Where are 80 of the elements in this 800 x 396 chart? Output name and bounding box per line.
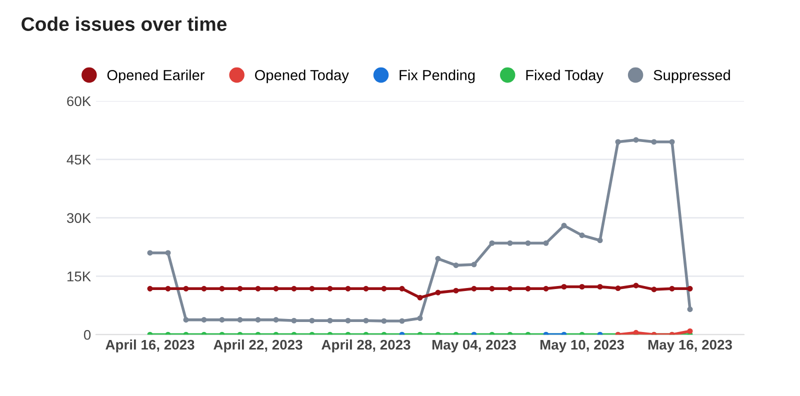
- point: [345, 286, 351, 292]
- y-tick-label: 0: [84, 330, 91, 340]
- point: [651, 139, 657, 145]
- point: [597, 238, 603, 244]
- point: [669, 139, 675, 145]
- point: [669, 286, 675, 292]
- point: [453, 262, 459, 268]
- point: [615, 139, 621, 145]
- point: [615, 286, 621, 292]
- point: [471, 262, 477, 268]
- point: [399, 286, 405, 292]
- point: [147, 250, 153, 256]
- point: [291, 318, 297, 324]
- x-tick-label: May 04, 2023: [432, 340, 516, 352]
- point: [687, 286, 693, 292]
- point: [417, 294, 423, 300]
- point: [363, 286, 369, 292]
- legend-label: Opened Eariler: [107, 70, 205, 84]
- point: [147, 286, 153, 292]
- point: [219, 317, 225, 323]
- x-tick-label: April 28, 2023: [322, 339, 410, 352]
- y-tick-label: 45K: [66, 154, 91, 165]
- point: [345, 318, 351, 324]
- y-tick-label: 30K: [66, 213, 91, 223]
- point: [687, 306, 693, 312]
- point: [687, 328, 693, 334]
- point: [417, 315, 423, 322]
- chart-title: Code issues over time: [22, 16, 227, 31]
- point: [219, 286, 225, 292]
- point: [183, 286, 189, 292]
- legend-label: Opened Today: [255, 70, 349, 84]
- point: [273, 317, 279, 323]
- point: [633, 282, 639, 288]
- point: [543, 286, 549, 292]
- y-tick-label: 15K: [67, 272, 91, 282]
- point: [381, 286, 387, 292]
- point: [327, 286, 333, 292]
- y-tick-label: 60K: [67, 96, 91, 106]
- x-tick-label: April 16, 2023: [106, 339, 194, 352]
- point: [471, 286, 477, 292]
- point: [561, 284, 567, 290]
- point: [237, 286, 243, 292]
- legend-label: Fix Pending: [400, 70, 475, 84]
- point: [525, 286, 531, 292]
- point: [507, 240, 513, 246]
- point: [237, 317, 243, 323]
- point: [489, 240, 495, 246]
- point: [291, 286, 297, 292]
- point: [597, 284, 603, 290]
- point: [399, 318, 405, 324]
- point: [651, 286, 657, 292]
- point: [453, 288, 459, 294]
- point: [255, 286, 261, 292]
- point: [363, 318, 369, 324]
- point: [633, 137, 639, 143]
- point: [525, 240, 531, 246]
- point: [165, 286, 171, 292]
- point: [273, 286, 279, 292]
- legend-label: Fixed Today: [526, 70, 604, 84]
- point: [201, 317, 207, 323]
- point: [309, 318, 315, 324]
- point: [435, 290, 441, 296]
- point: [201, 286, 207, 292]
- point: [561, 222, 567, 228]
- point: [489, 286, 495, 292]
- point: [579, 284, 585, 290]
- point: [381, 318, 387, 324]
- point: [579, 232, 585, 238]
- x-tick-label: May 16, 2023: [648, 340, 732, 352]
- point: [543, 240, 549, 246]
- point: [165, 250, 171, 256]
- point: [183, 317, 189, 323]
- point: [309, 286, 315, 292]
- point: [327, 318, 333, 324]
- legend-label: Suppressed: [654, 70, 730, 84]
- x-tick-label: April 22, 2023: [214, 339, 302, 352]
- point: [435, 256, 441, 262]
- point: [255, 317, 261, 323]
- point: [507, 286, 513, 292]
- x-tick-label: May 10, 2023: [540, 340, 624, 352]
